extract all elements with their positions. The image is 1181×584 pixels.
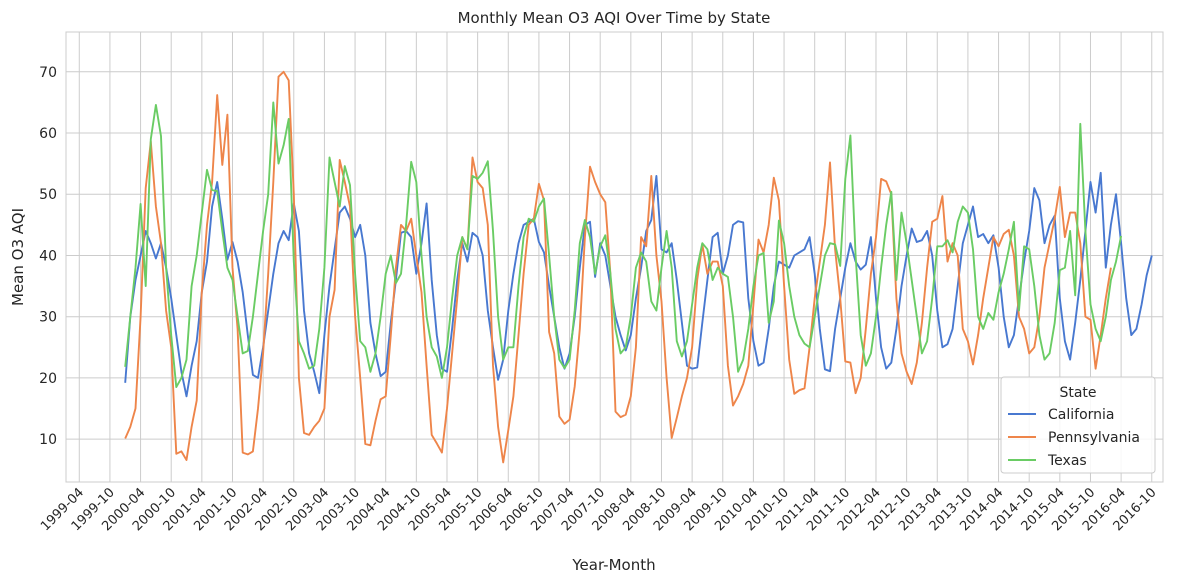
legend-box xyxy=(1000,376,1156,474)
series-line-texas xyxy=(124,101,1123,389)
y-tick-label: 40 xyxy=(39,248,57,264)
legend-label-california: California xyxy=(1048,407,1114,423)
x-axis-label: Year-Month xyxy=(571,556,655,574)
legend: State California Pennsylvania Texas xyxy=(1000,376,1156,474)
legend-title: State xyxy=(1059,385,1096,401)
legend-label-pennsylvania: Pennsylvania xyxy=(1048,430,1140,446)
chart-title: Monthly Mean O3 AQI Over Time by State xyxy=(458,9,771,27)
y-tick-label: 20 xyxy=(39,371,57,387)
y-tick-label: 60 xyxy=(39,126,57,142)
series-layer xyxy=(124,70,1153,464)
y-tick-label: 10 xyxy=(39,432,57,448)
y-tick-label: 30 xyxy=(39,310,57,326)
y-axis-label: Mean O3 AQI xyxy=(9,208,27,306)
y-tick-label: 70 xyxy=(39,65,57,81)
series-line-pennsylvania xyxy=(124,70,1112,464)
y-tick-label: 50 xyxy=(39,187,57,203)
legend-label-texas: Texas xyxy=(1047,453,1087,469)
